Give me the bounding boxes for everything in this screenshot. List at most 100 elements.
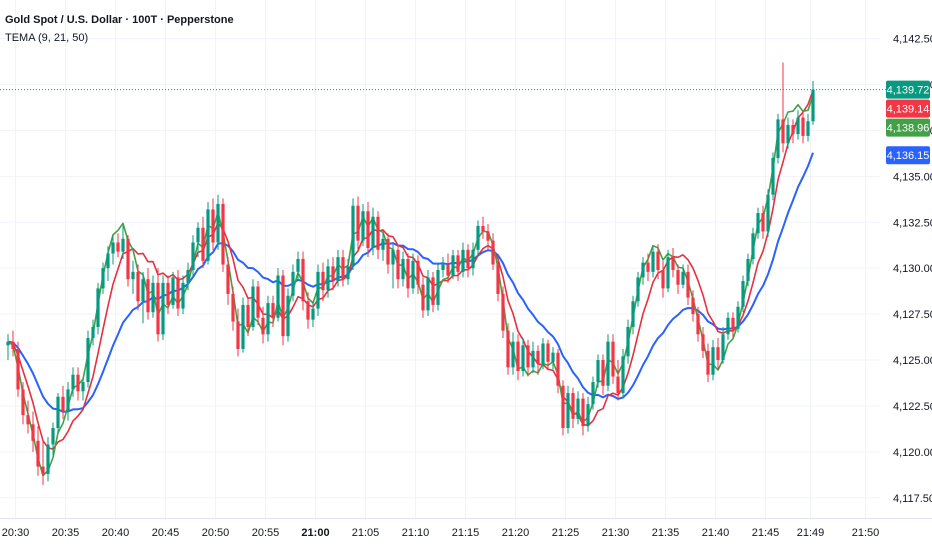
candle [411, 253, 415, 294]
candle [241, 297, 245, 353]
candle-body [431, 277, 435, 305]
candle-body [756, 213, 760, 234]
candle [591, 376, 595, 410]
candle-body [321, 271, 325, 291]
candle-body [421, 284, 425, 311]
candle-body [491, 240, 495, 265]
candle-body [661, 270, 665, 289]
candle [21, 382, 25, 425]
candle [631, 295, 635, 335]
candle-body [61, 396, 65, 412]
x-tick-label: 21:40 [702, 527, 730, 539]
y-tick-label: 4,125.00 [893, 355, 932, 367]
candle-body [641, 262, 645, 278]
candle-body [596, 360, 600, 383]
candle [426, 270, 430, 316]
candle-body [501, 293, 505, 331]
candle [221, 198, 225, 272]
candle [46, 437, 50, 482]
candle [386, 233, 390, 274]
price-label-text: 4,139.72 [887, 85, 930, 97]
study-title[interactable]: TEMA (9, 21, 50) [5, 32, 89, 44]
x-tick-label: 21:00 [301, 527, 329, 539]
candle [781, 62, 785, 153]
x-tick-label: 21:10 [402, 527, 430, 539]
candle-body [671, 257, 675, 271]
candle [621, 349, 625, 399]
candle-body [631, 301, 635, 327]
candle-body [621, 356, 625, 394]
candle [471, 242, 475, 276]
candle-body [316, 271, 320, 309]
x-tick-label: 21:20 [502, 527, 530, 539]
candle-body [801, 117, 805, 136]
candle [76, 367, 80, 401]
candle [491, 233, 495, 271]
candle-body [386, 238, 390, 265]
candle-body [341, 257, 345, 280]
candle-body [406, 259, 410, 289]
candle-body [231, 293, 235, 322]
candle [311, 301, 315, 327]
candle [701, 326, 705, 359]
chart-legend: Gold Spot / U.S. Dollar · 100T · Peppers… [5, 11, 234, 47]
symbol-title[interactable]: Gold Spot / U.S. Dollar · 100T · Peppers… [5, 14, 234, 26]
candle-body [171, 277, 175, 305]
candle-body [186, 270, 190, 283]
candle [736, 301, 740, 333]
candle [351, 198, 355, 271]
candle-body [771, 157, 775, 195]
candle-body [201, 227, 205, 261]
candle-body [176, 277, 180, 309]
candle [721, 326, 725, 364]
candle-body [91, 326, 95, 338]
candle-body [261, 317, 265, 335]
x-tick-label: 21:35 [652, 527, 680, 539]
time-axis[interactable]: 20:30 20:35 20:40 20:45 20:50 20:55 21:00 21:05… [2, 527, 880, 539]
candle [11, 330, 15, 357]
candle-body [561, 385, 565, 428]
candle [301, 251, 305, 311]
x-tick-label: 21:05 [352, 527, 380, 539]
candle-body [691, 297, 695, 315]
candle [296, 251, 300, 282]
candle-body [521, 345, 525, 372]
x-tick-label: 21:45 [752, 527, 780, 539]
candle [186, 262, 190, 291]
candle-body [66, 389, 70, 412]
candle-body [326, 266, 330, 291]
candle [796, 110, 800, 140]
candle [101, 262, 105, 294]
candle-body [531, 350, 535, 368]
candle [56, 393, 60, 434]
candle-body [451, 255, 455, 276]
x-tick-label: 20:50 [202, 527, 230, 539]
candle [201, 216, 205, 269]
candle-body [796, 117, 800, 135]
candle-body [251, 286, 255, 327]
candle [406, 253, 410, 298]
candle [336, 249, 340, 287]
price-label-tema-9: 4,138.96 [886, 118, 930, 137]
candle [586, 396, 590, 432]
candle-body [306, 301, 310, 320]
candle-body [106, 253, 110, 269]
candle [81, 378, 85, 401]
candle-body [506, 330, 510, 368]
candle-body [656, 251, 660, 271]
candle-body [676, 270, 680, 285]
candle [531, 341, 535, 373]
candle [636, 271, 640, 307]
candle-body [736, 306, 740, 329]
candle-body [281, 275, 285, 337]
candle-body [256, 286, 260, 318]
candle [481, 216, 485, 239]
candle [446, 253, 450, 283]
candle [51, 422, 55, 456]
candle [646, 253, 650, 282]
candle-body [221, 203, 225, 265]
candle-body [401, 259, 405, 280]
candle [521, 337, 525, 377]
tema-lines [7, 90, 814, 477]
